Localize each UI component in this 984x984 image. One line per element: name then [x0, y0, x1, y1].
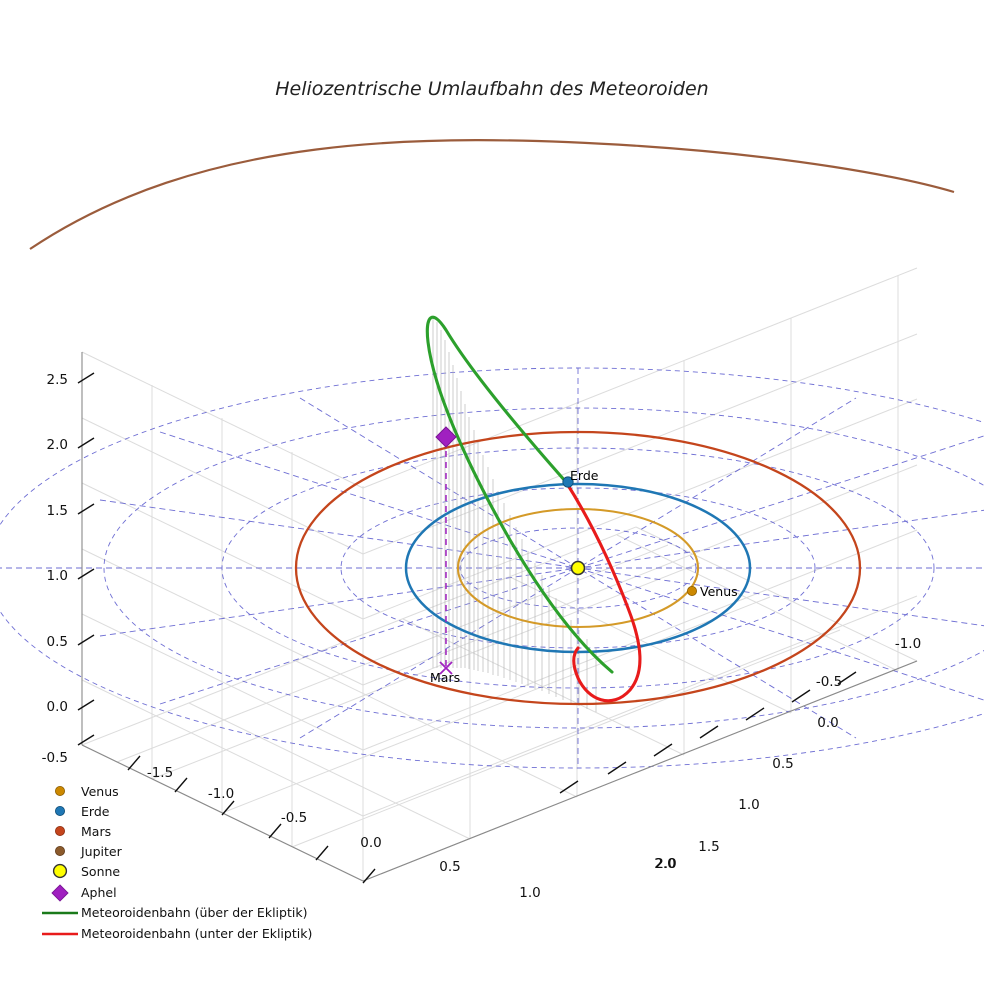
z-tick-4: 1.5	[47, 503, 68, 519]
legend-label-aphel: Aphel	[81, 885, 117, 900]
orbit-mars	[294, 430, 862, 706]
x-tick-0: -1.5	[147, 765, 173, 781]
legend-marker-erde	[55, 806, 66, 817]
page-title: Heliozentrische Umlaufbahn des Meteoroid…	[275, 78, 708, 100]
z-axis-ticklabels: 2.5 2.0 1.5 1.0 0.5 0.0 -0.5	[42, 372, 68, 766]
legend-label-mars: Mars	[81, 824, 111, 839]
y-tick-6: 2.0	[654, 856, 675, 872]
y-tick-4: 1.0	[738, 797, 759, 813]
z-tick-2: 0.5	[47, 634, 68, 650]
x-tick-2: -0.5	[281, 810, 307, 826]
legend-label-sonne: Sonne	[81, 864, 120, 879]
legend-label-bahn-ueber: Meteoroidenbahn (über der Ekliptik)	[81, 905, 307, 920]
legend-marker-jupiter	[55, 846, 66, 857]
z-tick-6: 2.5	[47, 372, 68, 388]
y-axis-spine	[362, 660, 918, 882]
x-tick-1: -1.0	[208, 786, 234, 802]
tick-marks	[77, 372, 857, 884]
meteoroid-orbit	[425, 315, 642, 703]
erde-label: Erde	[570, 468, 599, 483]
z-tick-0: -0.5	[42, 750, 68, 766]
axis-spines	[81, 352, 918, 882]
x-tick-3: 0.0	[360, 835, 381, 851]
x-axis-spine	[81, 744, 364, 882]
venus-marker	[687, 586, 698, 597]
aphel-group	[435, 426, 457, 675]
sonne-marker	[570, 560, 586, 576]
aphel-marker	[435, 426, 457, 448]
legend-marker-mars	[55, 826, 66, 837]
legend-marker-sonne	[52, 863, 68, 879]
perihel-x-marker	[439, 661, 453, 675]
z-tick-3: 1.0	[47, 568, 68, 584]
x-tick-6: 2.0	[655, 856, 676, 872]
y-axis-ticklabels: -1.0 -0.5 0.0 0.5 1.0 1.5 2.0	[654, 636, 921, 872]
orbit-erde	[404, 482, 752, 654]
y-tick-2: 0.0	[817, 715, 838, 731]
legend-label-venus: Venus	[81, 784, 119, 799]
legend[interactable]: Venus Erde Mars Jupiter Sonne Aphel Mete…	[42, 784, 312, 941]
x-tick-4: 0.5	[439, 859, 460, 875]
venus-label: Venus	[700, 584, 738, 599]
legend-marker-venus	[55, 786, 66, 797]
legend-label-bahn-unter: Meteoroidenbahn (unter der Ekliptik)	[81, 926, 312, 941]
data-annotations: Erde Venus Mars	[430, 468, 738, 685]
x-tick-5: 1.0	[519, 885, 540, 901]
erde-marker	[562, 476, 574, 488]
legend-label-jupiter: Jupiter	[80, 844, 123, 859]
x-axis-ticklabels: -1.5 -1.0 -0.5 0.0 0.5 1.0 2.0	[147, 765, 677, 901]
y-tick-5: 1.5	[698, 839, 719, 855]
y-tick-0: -1.0	[895, 636, 921, 652]
mars-label: Mars	[430, 670, 460, 685]
meteoroid-orbit-above-ecliptic	[425, 315, 614, 674]
meteoroid-orbit-below-ecliptic	[564, 480, 642, 703]
orbit-jupiter	[29, 139, 955, 250]
legend-label-erde: Erde	[81, 804, 110, 819]
orbit-venus	[456, 507, 700, 629]
z-tick-1: 0.0	[47, 699, 68, 715]
legend-marker-aphel	[51, 884, 69, 902]
y-tick-1: -0.5	[816, 674, 842, 690]
pane-floor	[81, 526, 918, 882]
y-tick-3: 0.5	[772, 756, 793, 772]
z-tick-5: 2.0	[47, 437, 68, 453]
